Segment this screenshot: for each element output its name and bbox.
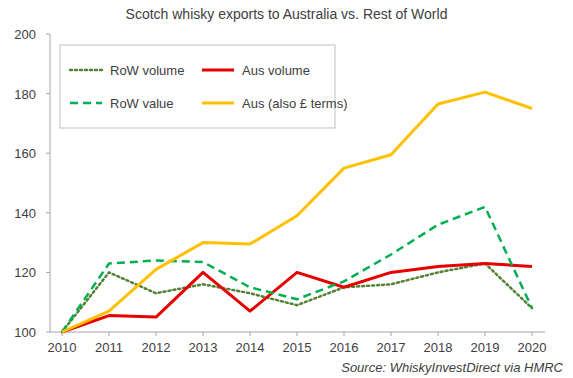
series-line [62,263,532,332]
y-tick-label: 160 [14,146,36,161]
legend-swatch [202,69,234,72]
chart: Scotch whisky exports to Australia vs. R… [0,0,573,378]
x-tick-label: 2015 [283,340,312,355]
y-tick-label: 140 [14,206,36,221]
y-tick-label: 100 [14,325,36,340]
series-line [62,263,532,332]
x-tick [156,332,157,336]
y-tick-label: 200 [14,27,36,42]
title: Scotch whisky exports to Australia vs. R… [126,6,448,22]
legend-swatch [70,102,102,105]
x-tick-label: 2020 [518,340,547,355]
y-tick [46,332,50,333]
x-tick [250,332,251,336]
x-tick [109,332,110,336]
x-tick-label: 2013 [189,340,218,355]
legend-label: RoW volume [110,63,184,78]
x-tick-label: 2018 [424,340,453,355]
legend-label: Aus (also £ terms) [242,96,347,111]
y-tick-label: 120 [14,265,36,280]
x-tick [203,332,204,336]
x-tick [532,332,533,336]
y-tick [46,34,50,35]
legend-label: Aus volume [242,63,310,78]
x-tick [438,332,439,336]
legend-box [60,45,335,128]
series-line [62,207,532,332]
x-tick-label: 2012 [142,340,171,355]
x-tick-label: 2011 [95,340,123,355]
x-tick-label: 2019 [471,340,500,355]
x-tick-label: 2010 [48,340,77,355]
x-tick [344,332,345,336]
x-tick-label: 2017 [377,340,406,355]
legend-label: RoW value [110,96,174,111]
x-tick-label: 2014 [236,340,265,355]
x-tick [297,332,298,336]
y-tick [46,93,50,94]
x-tick [391,332,392,336]
legend-swatch [70,69,102,72]
source: Source: WhiskyInvestDirect via HMRC [341,360,563,375]
legend-swatch [202,102,234,105]
y-tick-label: 180 [14,87,36,102]
x-tick [485,332,486,336]
y-tick [46,153,50,154]
x-tick-label: 2016 [330,340,359,355]
y-tick [46,272,50,273]
legend: RoW volume Aus volume RoW value Aus (also £… [60,45,347,128]
y-tick [46,212,50,213]
y-axis [50,34,51,332]
